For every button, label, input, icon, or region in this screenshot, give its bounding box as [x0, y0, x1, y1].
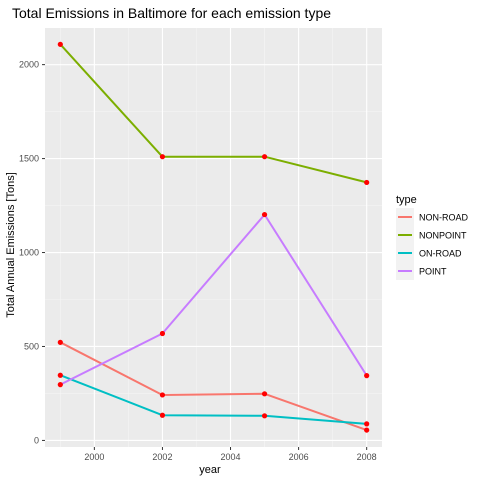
y-tick-label: 1500 — [19, 154, 39, 164]
data-point-nonpoint — [261, 154, 268, 160]
chart-title: Total Emissions in Baltimore for each em… — [12, 5, 331, 21]
y-axis: 0 500 1000 1500 2000 — [19, 60, 45, 445]
legend: type NON-ROAD NONPOINT ON-ROAD POINT — [396, 194, 468, 280]
data-point-point — [57, 382, 63, 388]
data-point-nonpoint — [57, 41, 63, 47]
x-tick-label: 2004 — [221, 452, 241, 462]
legend-item-nonpoint: NONPOINT — [396, 226, 467, 244]
y-axis-title: Total Annual Emissions [Tons] — [5, 172, 17, 318]
x-axis-title: year — [199, 464, 221, 476]
legend-label-on-road: ON-ROAD — [419, 249, 462, 259]
y-tick-label: 1000 — [19, 248, 39, 258]
legend-item-point: POINT — [396, 262, 447, 280]
data-point-non-road — [159, 392, 166, 398]
series-lines — [59, 43, 368, 432]
data-point-point — [261, 211, 268, 218]
data-point-on-road — [57, 372, 63, 378]
series-line-non-road — [59, 341, 368, 432]
data-point-on-road — [159, 412, 166, 418]
series-line-point — [59, 213, 368, 386]
x-tick-label: 2002 — [152, 452, 172, 462]
series-line-nonpoint — [59, 43, 367, 184]
data-point-point — [364, 373, 370, 379]
series-line-on-road — [59, 374, 367, 425]
data-point-on-road — [261, 413, 268, 419]
data-point-non-road — [364, 427, 370, 433]
y-tick-label: 500 — [24, 341, 39, 351]
legend-title: type — [396, 194, 417, 206]
data-point-non-road — [261, 391, 268, 397]
series-points — [57, 41, 370, 433]
y-tick-label: 0 — [34, 435, 39, 445]
x-tick-label: 2008 — [357, 452, 377, 462]
plot-panel — [45, 28, 382, 447]
y-tick-label: 2000 — [19, 60, 39, 70]
legend-label-point: POINT — [419, 267, 447, 277]
x-axis: 2000 2002 2004 2006 2008 — [84, 447, 377, 462]
legend-item-non-road: NON-ROAD — [396, 208, 468, 226]
legend-label-non-road: NON-ROAD — [419, 213, 468, 223]
data-point-nonpoint — [364, 179, 370, 186]
data-point-on-road — [364, 421, 370, 427]
legend-label-nonpoint: NONPOINT — [419, 231, 467, 241]
data-point-non-road — [57, 339, 63, 345]
data-point-nonpoint — [159, 154, 166, 160]
x-tick-label: 2000 — [84, 452, 104, 462]
x-tick-label: 2006 — [289, 452, 309, 462]
legend-item-on-road: ON-ROAD — [396, 244, 462, 262]
data-point-point — [159, 330, 166, 337]
